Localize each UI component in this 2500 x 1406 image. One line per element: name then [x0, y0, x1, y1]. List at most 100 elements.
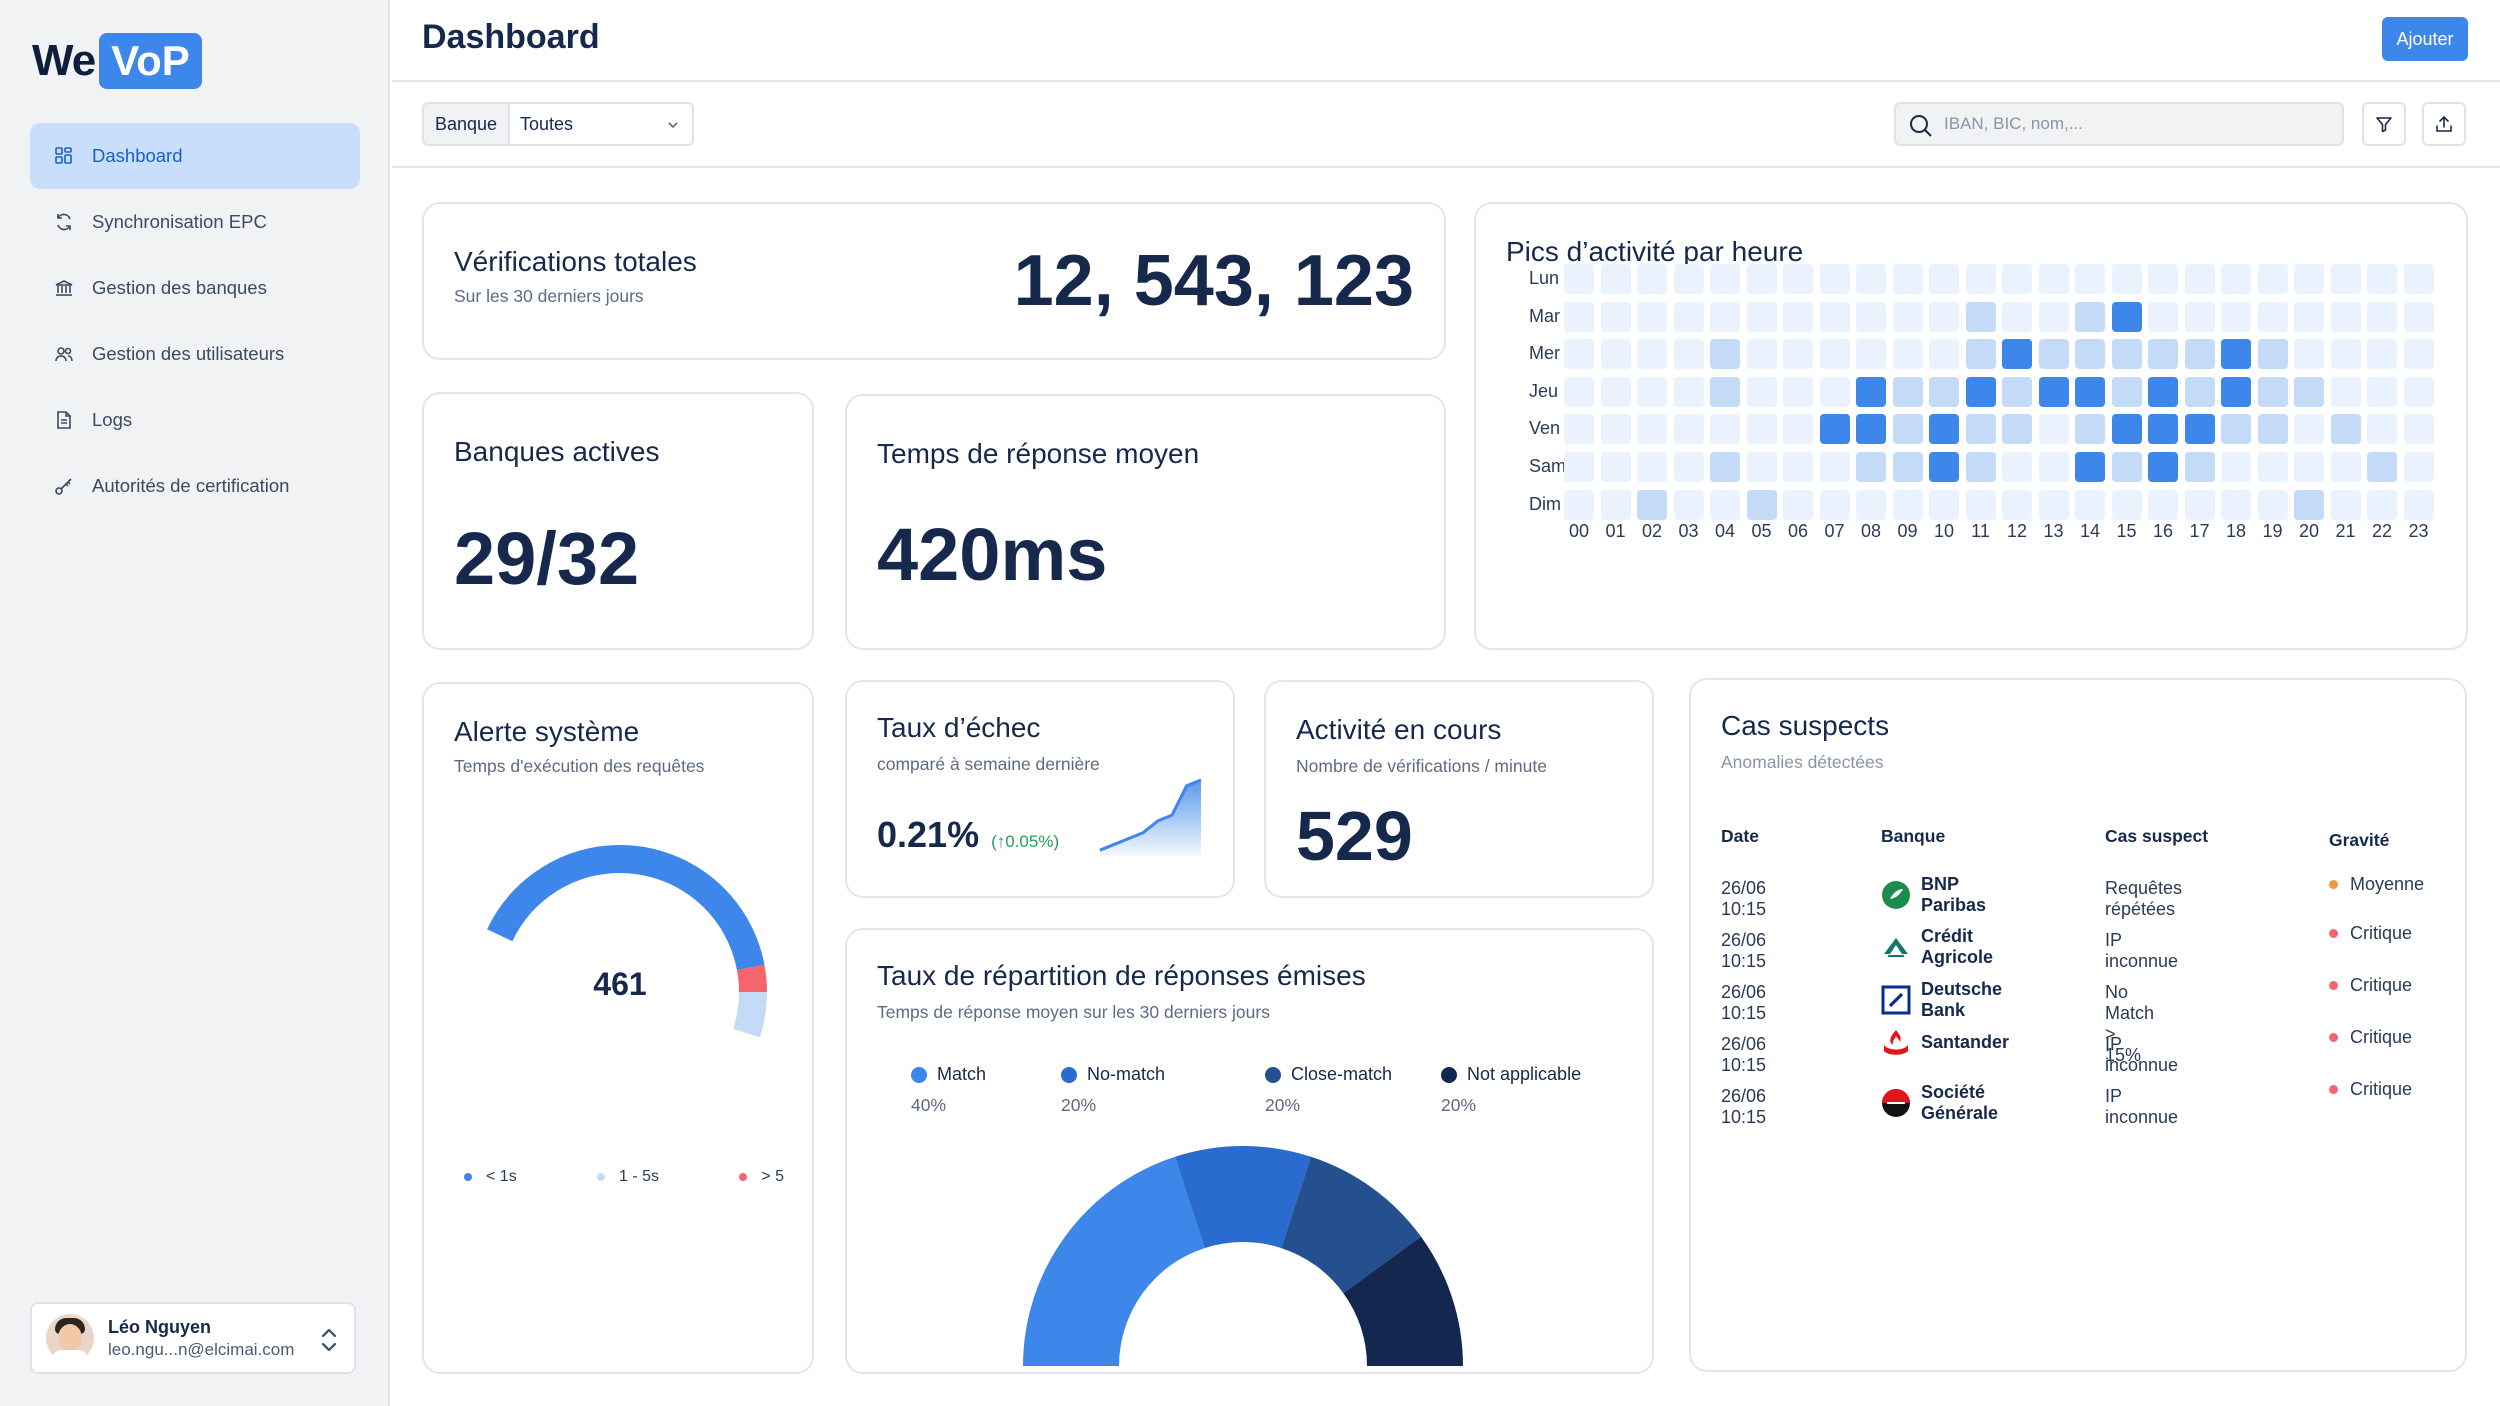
bank-name: Santander — [1921, 1031, 2010, 1052]
heatmap-cell — [1710, 301, 1740, 332]
heatmap-cell — [1637, 264, 1667, 294]
heatmap-cell — [2403, 452, 2434, 482]
heatmap-cell — [1856, 264, 1886, 294]
user-menu[interactable]: Léo Nguyen leo.ngu...n@elcimai.com — [30, 1302, 356, 1374]
sidebar-item-dashboard[interactable]: Dashboard — [30, 123, 360, 189]
page-title: Dashboard — [422, 18, 600, 56]
heatmap-cell — [1783, 376, 1813, 407]
key-icon — [55, 478, 72, 495]
severity-badge: Moyenne — [2329, 874, 2424, 895]
heatmap-cell — [2111, 414, 2142, 445]
severity-badge: Critique — [2329, 975, 2412, 996]
heatmap-cell — [2075, 489, 2105, 520]
heatmap-x-tick-label: 15 — [2116, 521, 2137, 542]
heatmap-cell — [2075, 264, 2105, 294]
gauge-segment — [1175, 1146, 1311, 1249]
heatmap-cell — [2294, 452, 2324, 482]
legend-dot — [1265, 1066, 1281, 1083]
heatmap-cell — [1673, 301, 1704, 332]
severity-dot — [2329, 1085, 2338, 1094]
system-alert-card: Alerte système Temps d'exécution des req… — [422, 682, 814, 1374]
table-header: Gravité — [2329, 830, 2390, 850]
heatmap-cell — [2403, 376, 2434, 407]
heatmap-cell — [1819, 339, 1850, 370]
heatmap-cell — [2330, 376, 2361, 407]
sidebar-item-logs[interactable]: Logs — [30, 387, 360, 453]
app-logo[interactable]: We VoP — [32, 30, 202, 92]
active-banks-card: Banques actives 29/32 — [422, 392, 814, 650]
heatmap-cell — [2330, 339, 2361, 370]
heatmap-cell — [2002, 376, 2032, 407]
heatmap-cell — [1783, 339, 1813, 370]
heatmap-cell — [2184, 452, 2215, 482]
heatmap-cell — [2038, 414, 2069, 445]
table-cell-case: Requêtes répétées — [2105, 878, 2183, 919]
heatmap-cell — [1892, 301, 1923, 332]
heatmap-cell — [1600, 264, 1631, 294]
severity-badge: Critique — [2329, 923, 2412, 944]
heatmap-cell — [2330, 301, 2361, 332]
filter-button[interactable] — [2362, 102, 2406, 146]
export-button[interactable] — [2422, 102, 2466, 146]
heatmap-cell — [2367, 414, 2397, 445]
heatmap-cell — [2221, 376, 2251, 407]
logo-we: We — [32, 36, 96, 85]
heatmap-cell — [1600, 414, 1631, 445]
heatmap-cell — [1929, 452, 1959, 482]
add-button[interactable]: Ajouter — [2382, 17, 2468, 61]
heatmap-cell — [2257, 452, 2288, 482]
table-header: Date — [1721, 826, 1759, 846]
failure-rate-card: Taux d’échec comparé à semaine dernière … — [845, 680, 1235, 898]
heatmap-cell — [1564, 414, 1594, 445]
heatmap-cell — [2257, 301, 2288, 332]
search-input[interactable]: IBAN, BIC, nom,... — [1894, 102, 2344, 146]
sidebar-item-certificates[interactable]: Autorités de certification — [30, 453, 360, 519]
heatmap-cell — [2294, 414, 2324, 445]
chevron-up-down-icon[interactable] — [318, 1324, 340, 1356]
heatmap-cell — [2221, 414, 2251, 445]
user-email: leo.ngu...n@elcimai.com — [108, 1339, 295, 1359]
bank-filter-select[interactable]: Toutes — [510, 104, 692, 144]
gauge-segment — [1023, 1156, 1205, 1366]
heatmap-x-tick-label: 18 — [2225, 521, 2247, 542]
heatmap-cell — [2403, 489, 2434, 520]
heatmap-cell — [2038, 376, 2069, 407]
legend-dot — [911, 1066, 927, 1083]
heatmap-cell — [2111, 376, 2142, 407]
legend-item: Not applicable 20% — [1441, 1064, 1581, 1116]
heatmap-cell — [1929, 264, 1959, 294]
heatmap-cell — [1965, 489, 1996, 520]
heatmap-row-label: Mar — [1529, 305, 1560, 326]
sidebar-item-banks[interactable]: Gestion des banques — [30, 255, 360, 321]
heatmap-cell — [1892, 489, 1923, 520]
card-subtitle: Temps d'exécution des requêtes — [454, 756, 705, 776]
heatmap-x-tick-label: 02 — [1641, 521, 1663, 542]
heatmap-cell — [1892, 452, 1923, 482]
severity-label: Critique — [2350, 923, 2413, 943]
table-cell-bank: Santander — [1881, 1027, 2009, 1057]
sidebar-item-label: Autorités de certification — [92, 475, 290, 496]
table-cell-bank: BNP Paribas — [1881, 874, 1986, 916]
severity-dot — [2329, 929, 2338, 938]
card-title: Alerte système — [454, 716, 640, 747]
users-icon — [55, 347, 73, 362]
heatmap-cell — [2038, 264, 2069, 294]
heatmap-cell — [1564, 489, 1594, 520]
heatmap-cell — [2075, 339, 2105, 370]
sparkline-area — [1100, 780, 1201, 856]
heatmap-cell — [1783, 489, 1813, 520]
bank-filter[interactable]: Banque Toutes — [422, 102, 694, 146]
bank-filter-label: Banque — [424, 104, 510, 144]
sidebar-item-sync[interactable]: Synchronisation EPC — [30, 189, 360, 255]
societe-generale-logo-icon — [1881, 1088, 1911, 1118]
heatmap-cell — [2367, 376, 2397, 407]
heatmap-cell — [1710, 376, 1740, 407]
heatmap-cell — [2294, 301, 2324, 332]
donut-segment — [473, 845, 767, 1139]
heatmap-cell — [1637, 376, 1667, 407]
severity-label: Critique — [2350, 1027, 2413, 1047]
heatmap-row-label: Mer — [1529, 343, 1560, 364]
sidebar-item-users[interactable]: Gestion des utilisateurs — [30, 321, 360, 387]
heatmap-row-label: Ven — [1529, 418, 1561, 439]
heatmap-cell — [1600, 339, 1631, 370]
